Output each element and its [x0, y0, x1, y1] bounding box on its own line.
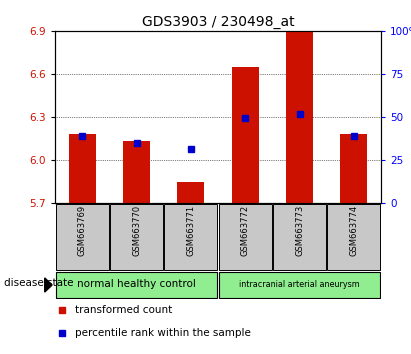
Bar [69, 134, 96, 203]
Text: disease state: disease state [4, 278, 74, 288]
Text: GSM663773: GSM663773 [295, 205, 304, 256]
Bar [164, 204, 217, 270]
Bar [219, 204, 272, 270]
Text: percentile rank within the sample: percentile rank within the sample [74, 328, 250, 338]
Bar [219, 272, 380, 298]
Text: transformed count: transformed count [74, 305, 172, 315]
Bar [110, 204, 163, 270]
Bar [340, 134, 367, 203]
Bar [327, 204, 380, 270]
Text: GSM663770: GSM663770 [132, 205, 141, 256]
Text: normal healthy control: normal healthy control [77, 279, 196, 290]
Bar [55, 272, 217, 298]
Bar [55, 204, 109, 270]
Bar [177, 182, 204, 203]
Bar [273, 204, 326, 270]
Text: GSM663774: GSM663774 [349, 205, 358, 256]
Text: intracranial arterial aneurysm: intracranial arterial aneurysm [239, 280, 360, 289]
Title: GDS3903 / 230498_at: GDS3903 / 230498_at [142, 15, 294, 29]
Bar [286, 31, 313, 203]
Bar [123, 141, 150, 203]
Text: GSM663772: GSM663772 [241, 205, 249, 256]
Text: GSM663769: GSM663769 [78, 205, 87, 256]
Bar [231, 67, 259, 203]
Text: GSM663771: GSM663771 [186, 205, 195, 256]
